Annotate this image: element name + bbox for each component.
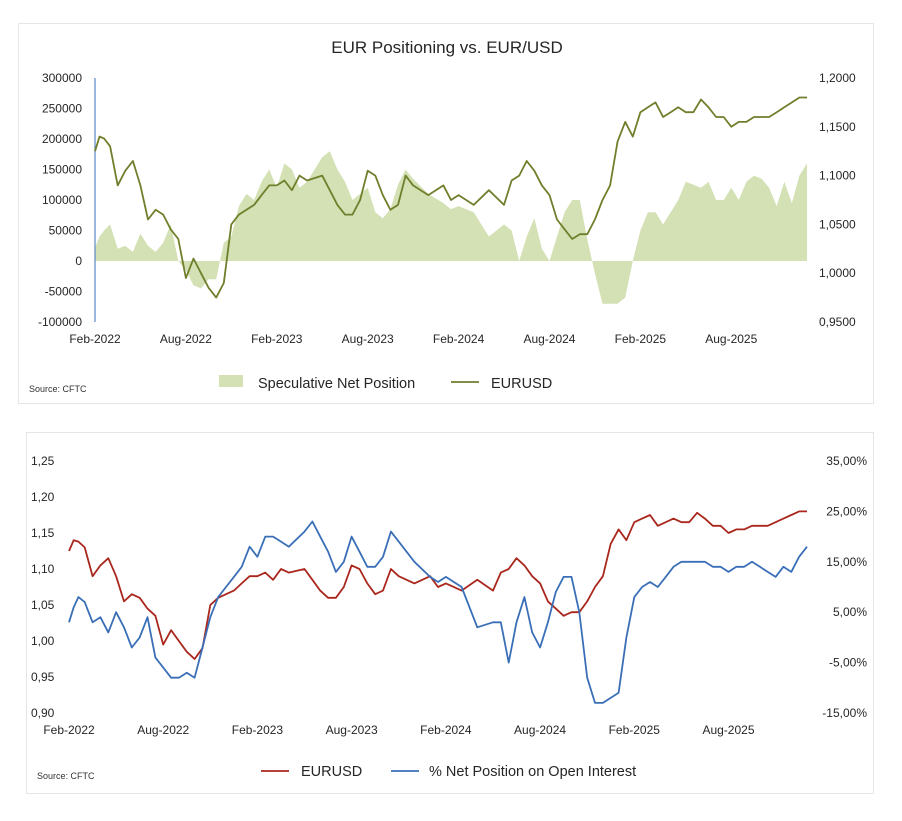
right-tick-label: 1,2000 (819, 71, 856, 85)
positioning-chart-panel: EUR Positioning vs. EUR/USD 300000 250000… (18, 23, 874, 404)
right-tick-label: -5,00% (829, 656, 867, 670)
eurusd-line (94, 96, 807, 299)
chart-title: EUR Positioning vs. EUR/USD (331, 38, 562, 57)
legend-net-pct: % Net Position on Open Interest (429, 764, 636, 780)
right-tick-label: 15,00% (826, 555, 867, 569)
x-tick-label: Aug-2023 (342, 332, 394, 346)
x-tick-label: Feb-2024 (433, 332, 485, 346)
x-tick-label: Aug-2025 (705, 332, 757, 346)
x-tick-label: Aug-2022 (137, 723, 189, 737)
right-axis-ticks: 35,00% 25,00% 15,00% 5,00% -5,00% -15,00% (822, 454, 867, 720)
x-tick-label: Feb-2023 (251, 332, 303, 346)
legend-area-swatch (219, 375, 243, 387)
right-tick-label: -15,00% (822, 706, 867, 720)
left-tick-label: 1,00 (31, 634, 55, 648)
source-note: Source: CFTC (37, 771, 95, 781)
x-tick-label: Aug-2024 (514, 723, 566, 737)
net-position-area (95, 151, 807, 304)
left-tick-label: -100000 (38, 315, 82, 329)
right-tick-label: 1,1000 (819, 169, 856, 183)
right-tick-label: 1,0000 (819, 266, 856, 280)
left-tick-label: 1,10 (31, 562, 55, 576)
left-tick-label: 1,15 (31, 526, 55, 540)
left-tick-label: 100000 (42, 193, 82, 207)
x-tick-label: Feb-2022 (43, 723, 95, 737)
right-tick-label: 0,9500 (819, 315, 856, 329)
x-tick-label: Feb-2025 (615, 332, 667, 346)
left-tick-label: 250000 (42, 102, 82, 116)
left-tick-label: 200000 (42, 132, 82, 146)
left-tick-label: 1,05 (31, 598, 55, 612)
net-pct-line (68, 520, 808, 704)
x-tick-label: Feb-2025 (609, 723, 661, 737)
net-pct-chart-panel: 1,25 1,20 1,15 1,10 1,05 1,00 0,95 0,90 35,00% 2… (26, 432, 874, 794)
legend-eurusd: EURUSD (491, 376, 552, 392)
left-tick-label: 150000 (42, 163, 82, 177)
left-tick-label: 0 (75, 254, 82, 268)
right-tick-label: 35,00% (826, 454, 867, 468)
eurusd-line (68, 510, 807, 660)
right-axis-ticks: 1,2000 1,1500 1,1000 1,0500 1,0000 0,9500 (819, 71, 856, 329)
right-tick-label: 25,00% (826, 504, 867, 518)
x-tick-label: Feb-2024 (420, 723, 472, 737)
right-tick-label: 1,0500 (819, 217, 856, 231)
legend-eurusd: EURUSD (301, 764, 362, 780)
left-tick-label: 300000 (42, 71, 82, 85)
net-pct-chart-svg: 1,25 1,20 1,15 1,10 1,05 1,00 0,95 0,90 35,00% 2… (31, 454, 867, 781)
right-tick-label: 1,1500 (819, 120, 856, 134)
left-tick-label: 0,95 (31, 670, 55, 684)
left-tick-label: 1,25 (31, 454, 55, 468)
left-axis-ticks: 300000 250000 200000 150000 100000 50000 0 -500… (38, 71, 82, 329)
x-tick-label: Aug-2022 (160, 332, 212, 346)
x-axis-ticks: Feb-2022 Aug-2022 Feb-2023 Aug-2023 Feb-2024… (43, 723, 755, 737)
left-tick-label: 0,90 (31, 706, 55, 720)
x-axis-ticks: Feb-2022 Aug-2022 Feb-2023 Aug-2023 Feb-2024… (69, 332, 757, 346)
x-tick-label: Aug-2024 (523, 332, 575, 346)
right-tick-label: 5,00% (833, 605, 867, 619)
left-axis-ticks: 1,25 1,20 1,15 1,10 1,05 1,00 0,95 0,90 (31, 454, 55, 720)
x-tick-label: Aug-2023 (326, 723, 378, 737)
legend-net-position: Speculative Net Position (258, 376, 415, 392)
x-tick-label: Aug-2025 (702, 723, 754, 737)
left-tick-label: 50000 (49, 224, 83, 238)
x-tick-label: Feb-2023 (232, 723, 284, 737)
x-tick-label: Feb-2022 (69, 332, 121, 346)
left-tick-label: -50000 (45, 285, 83, 299)
left-tick-label: 1,20 (31, 490, 55, 504)
positioning-chart-svg: EUR Positioning vs. EUR/USD 300000 250000… (29, 38, 856, 394)
source-note: Source: CFTC (29, 384, 87, 394)
